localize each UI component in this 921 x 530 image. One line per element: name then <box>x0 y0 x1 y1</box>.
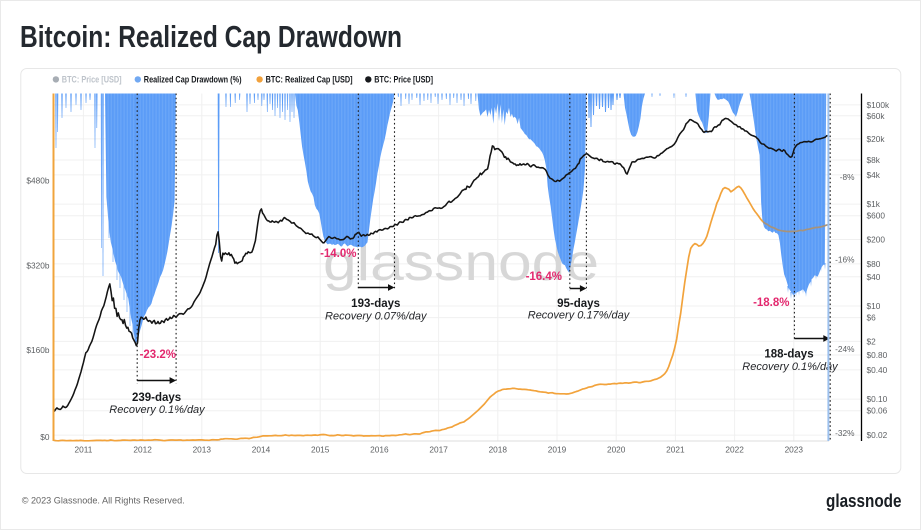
svg-text:-8%: -8% <box>840 172 855 182</box>
svg-text:2015: 2015 <box>311 445 330 455</box>
svg-text:-14.0%: -14.0% <box>320 248 356 260</box>
svg-text:$0.80: $0.80 <box>867 350 888 360</box>
svg-text:glassnode: glassnode <box>323 234 599 292</box>
svg-text:$10: $10 <box>867 301 881 311</box>
svg-text:2017: 2017 <box>429 445 448 455</box>
svg-text:glassnode: glassnode <box>826 491 902 511</box>
svg-text:2022: 2022 <box>725 445 744 455</box>
svg-text:2011: 2011 <box>74 445 92 455</box>
svg-text:95-days: 95-days <box>557 298 600 310</box>
svg-text:-16.4%: -16.4% <box>526 271 562 283</box>
svg-text:-32%: -32% <box>835 428 855 438</box>
svg-text:$20k: $20k <box>867 134 886 144</box>
svg-text:2013: 2013 <box>193 445 212 455</box>
svg-text:2012: 2012 <box>133 445 152 455</box>
svg-text:Recovery 0.1%/day: Recovery 0.1%/day <box>742 361 839 373</box>
svg-text:$320b: $320b <box>26 261 49 271</box>
svg-text:2023: 2023 <box>785 445 804 455</box>
svg-text:BTC: Price [USD]: BTC: Price [USD] <box>374 75 433 85</box>
svg-text:Realized Cap Drawdown (%): Realized Cap Drawdown (%) <box>144 75 242 85</box>
svg-text:$480b: $480b <box>26 176 49 186</box>
svg-text:$60k: $60k <box>867 111 886 121</box>
svg-text:-18.8%: -18.8% <box>753 297 789 309</box>
svg-text:2016: 2016 <box>370 445 389 455</box>
svg-text:BTC: Price [USD]: BTC: Price [USD] <box>62 75 122 85</box>
svg-text:Recovery 0.17%/day: Recovery 0.17%/day <box>528 310 631 322</box>
svg-text:$0.10: $0.10 <box>867 394 888 404</box>
svg-text:2020: 2020 <box>607 445 626 455</box>
svg-text:2021: 2021 <box>666 445 685 455</box>
svg-text:-23.2%: -23.2% <box>140 349 176 361</box>
svg-text:BTC: Realized Cap [USD]: BTC: Realized Cap [USD] <box>266 75 353 85</box>
svg-text:Bitcoin: Realized Cap Drawdown: Bitcoin: Realized Cap Drawdown <box>20 19 402 54</box>
svg-text:-16%: -16% <box>835 255 855 265</box>
svg-text:2014: 2014 <box>252 445 271 455</box>
svg-text:$0.40: $0.40 <box>867 365 888 375</box>
svg-text:$160b: $160b <box>26 345 49 355</box>
svg-text:$40: $40 <box>867 272 881 282</box>
svg-text:239-days: 239-days <box>132 392 181 404</box>
svg-text:$0: $0 <box>40 432 50 442</box>
svg-text:$0.06: $0.06 <box>867 406 888 416</box>
svg-text:Recovery 0.07%/day: Recovery 0.07%/day <box>325 310 428 322</box>
svg-text:193-days: 193-days <box>351 298 400 310</box>
svg-text:2018: 2018 <box>489 445 508 455</box>
svg-text:$100k: $100k <box>867 100 890 110</box>
svg-text:© 2023 Glassnode. All Rights R: © 2023 Glassnode. All Rights Reserved. <box>22 496 185 507</box>
svg-text:$8k: $8k <box>867 155 881 165</box>
svg-text:$200: $200 <box>867 235 886 245</box>
svg-text:$600: $600 <box>867 211 886 221</box>
svg-text:$4k: $4k <box>867 170 881 180</box>
svg-text:$0.02: $0.02 <box>867 430 888 440</box>
svg-text:$80: $80 <box>867 259 881 269</box>
svg-text:$6: $6 <box>867 313 877 323</box>
svg-text:$2: $2 <box>867 336 877 346</box>
svg-text:188-days: 188-days <box>764 349 813 361</box>
svg-text:-24%: -24% <box>835 344 855 354</box>
svg-text:2019: 2019 <box>548 445 567 455</box>
svg-text:Recovery 0.1%/day: Recovery 0.1%/day <box>109 404 206 416</box>
svg-text:$1k: $1k <box>867 199 881 209</box>
